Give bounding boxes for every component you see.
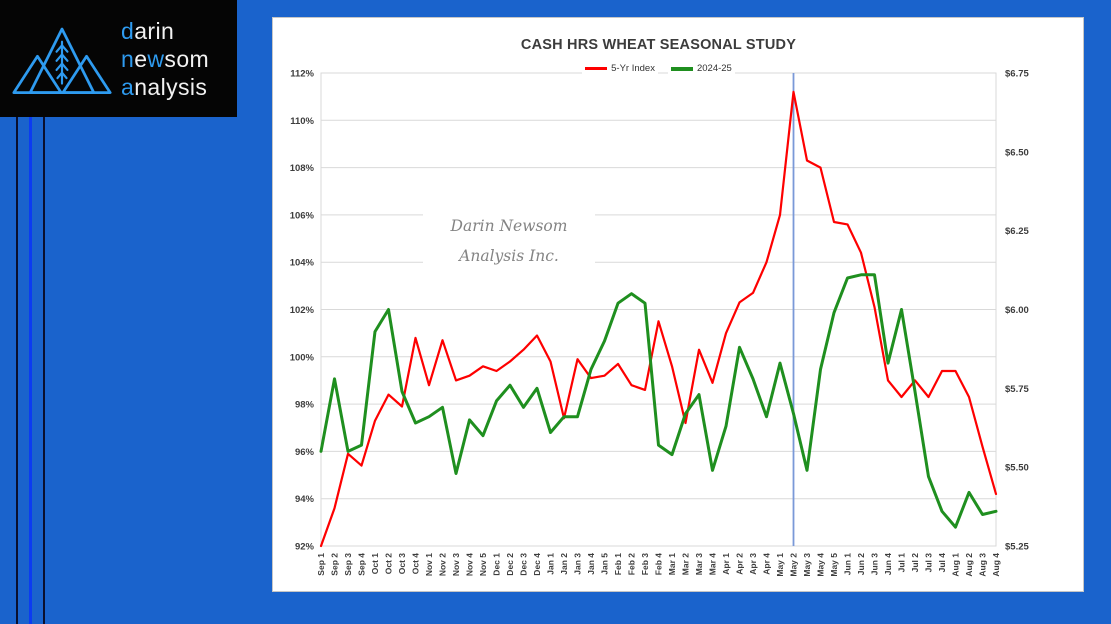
y-axis-left-label: 94% bbox=[295, 494, 315, 505]
x-axis-label: May 5 bbox=[829, 553, 839, 577]
x-axis-label: Feb 4 bbox=[654, 553, 664, 575]
series-line-5yr-index bbox=[319, 90, 998, 548]
x-axis-label: Apr 4 bbox=[762, 553, 772, 575]
x-axis-label: Jun 4 bbox=[883, 553, 893, 575]
x-axis-label: Nov 3 bbox=[451, 553, 461, 576]
x-axis-label: Jul 3 bbox=[924, 553, 934, 573]
logo-line-analysis: analysis bbox=[121, 73, 208, 100]
y-axis-right-label: $6.50 bbox=[1005, 147, 1029, 158]
y-axis-left-label: 98% bbox=[295, 400, 315, 411]
x-axis-label: Dec 2 bbox=[505, 553, 515, 576]
legend-item-2024-25: 2024-25 bbox=[667, 63, 735, 74]
y-axis-left-label: 106% bbox=[290, 210, 315, 221]
y-axis-right-label: $5.50 bbox=[1005, 463, 1029, 474]
x-axis-label: Mar 3 bbox=[694, 553, 704, 575]
legend-label-2024-25: 2024-25 bbox=[696, 63, 732, 74]
chart-legend: 5-Yr Index 2024-25 bbox=[321, 63, 996, 74]
x-axis-label: Feb 2 bbox=[627, 553, 637, 575]
x-axis-label: Oct 1 bbox=[370, 553, 380, 575]
x-axis-label: Jul 2 bbox=[910, 553, 920, 573]
x-axis-label: Feb 3 bbox=[640, 553, 650, 575]
logo-panel: darin newsom analysis bbox=[0, 0, 237, 117]
x-axis-label: Jan 1 bbox=[546, 553, 556, 575]
x-axis-label: Sep 2 bbox=[330, 553, 340, 576]
x-axis-label: Oct 2 bbox=[384, 553, 394, 575]
x-axis-label: Apr 2 bbox=[735, 553, 745, 575]
logo-line-newsom: newsom bbox=[121, 45, 210, 72]
chart-panel: CASH HRS WHEAT SEASONAL STUDY 5-Yr Index… bbox=[272, 17, 1084, 592]
x-axis-label: Sep 4 bbox=[357, 553, 367, 576]
x-axis-label: Mar 1 bbox=[667, 553, 677, 575]
x-axis-label: Jul 4 bbox=[937, 553, 947, 573]
x-axis-label: Jan 5 bbox=[600, 553, 610, 575]
x-axis-label: Nov 5 bbox=[478, 553, 488, 576]
x-axis-label: May 2 bbox=[789, 553, 799, 577]
x-axis-label: May 3 bbox=[802, 553, 812, 577]
plot-border bbox=[320, 72, 997, 547]
decorative-stripe-dark-right bbox=[43, 0, 45, 624]
y-axis-left-label: 96% bbox=[295, 447, 315, 458]
x-axis-label: Jun 3 bbox=[870, 553, 880, 575]
x-axis-label: Aug 3 bbox=[978, 553, 988, 577]
x-axis-label: Jan 2 bbox=[559, 553, 569, 575]
y-axis-left-label: 108% bbox=[290, 163, 315, 174]
watermark-line2: Analysis Inc. bbox=[459, 247, 559, 265]
x-axis-label: Nov 1 bbox=[424, 553, 434, 576]
x-axis-label: Aug 4 bbox=[991, 553, 1001, 577]
y-axis-right-label: $5.25 bbox=[1005, 542, 1029, 553]
x-axis-label: May 1 bbox=[775, 553, 785, 577]
y-axis-left-label: 92% bbox=[295, 542, 315, 553]
x-axis-label: Apr 1 bbox=[721, 553, 731, 575]
legend-item-5yr-index: 5-Yr Index bbox=[582, 63, 658, 74]
x-axis-label: Aug 1 bbox=[951, 553, 961, 577]
y-axis-left-label: 100% bbox=[290, 352, 315, 363]
mountains-wheat-logo-icon bbox=[12, 27, 112, 94]
x-axis-label: Jan 4 bbox=[586, 553, 596, 575]
y-axis-left-label: 112% bbox=[290, 69, 314, 80]
x-axis-label: Mar 2 bbox=[681, 553, 691, 575]
x-axis-label: Jun 1 bbox=[843, 553, 853, 575]
legend-swatch-2024-25 bbox=[670, 66, 693, 71]
y-axis-left-label: 102% bbox=[290, 305, 315, 316]
x-axis-label: Jan 3 bbox=[573, 553, 583, 575]
x-axis-label: Aug 2 bbox=[964, 553, 974, 577]
y-axis-right-label: $6.75 bbox=[1005, 69, 1029, 80]
y-axis-right-label: $6.00 bbox=[1005, 305, 1029, 316]
x-axis-label: Jun 2 bbox=[856, 553, 866, 575]
legend-label-5yr-index: 5-Yr Index bbox=[611, 63, 655, 74]
logo-wordmark: darin newsom analysis bbox=[121, 17, 209, 101]
x-axis-label: Oct 4 bbox=[411, 553, 421, 575]
x-axis-label: Nov 4 bbox=[465, 553, 475, 576]
x-axis-label: Sep 3 bbox=[343, 553, 353, 576]
x-axis-label: Dec 1 bbox=[492, 553, 502, 576]
y-axis-left-label: 104% bbox=[290, 258, 315, 269]
x-axis-label: Feb 1 bbox=[613, 553, 623, 575]
watermark-line1: Darin Newsom bbox=[450, 217, 568, 235]
x-axis-label: Dec 4 bbox=[532, 553, 542, 576]
y-axis-right-label: $6.25 bbox=[1005, 226, 1029, 237]
x-axis-label: Sep 1 bbox=[316, 553, 326, 576]
logo-line-darin: darin bbox=[121, 17, 175, 44]
x-axis-label: Oct 3 bbox=[397, 553, 407, 575]
y-axis-right-label: $5.75 bbox=[1005, 384, 1029, 395]
decorative-stripe-dark-left bbox=[16, 0, 18, 624]
x-axis-label: Dec 3 bbox=[519, 553, 529, 576]
x-axis-label: Nov 2 bbox=[438, 553, 448, 576]
x-axis-label: May 4 bbox=[816, 553, 826, 577]
watermark: Darin Newsom Analysis Inc. bbox=[423, 209, 595, 273]
seasonal-study-chart: 112% 110% 108% 106% 104% 102% 100% 98% 96% 94% 92%… bbox=[290, 69, 1030, 577]
decorative-stripe-bright-blue bbox=[29, 0, 32, 624]
series-line-2024-25 bbox=[319, 273, 998, 529]
x-axis-label: Apr 3 bbox=[748, 553, 758, 575]
chart-title: CASH HRS WHEAT SEASONAL STUDY bbox=[520, 37, 797, 53]
y-axis-left-label: 110% bbox=[290, 116, 314, 127]
x-axis-label: Jul 1 bbox=[897, 553, 907, 573]
legend-swatch-5yr-index bbox=[585, 67, 608, 70]
x-axis-label: Mar 4 bbox=[708, 553, 718, 575]
